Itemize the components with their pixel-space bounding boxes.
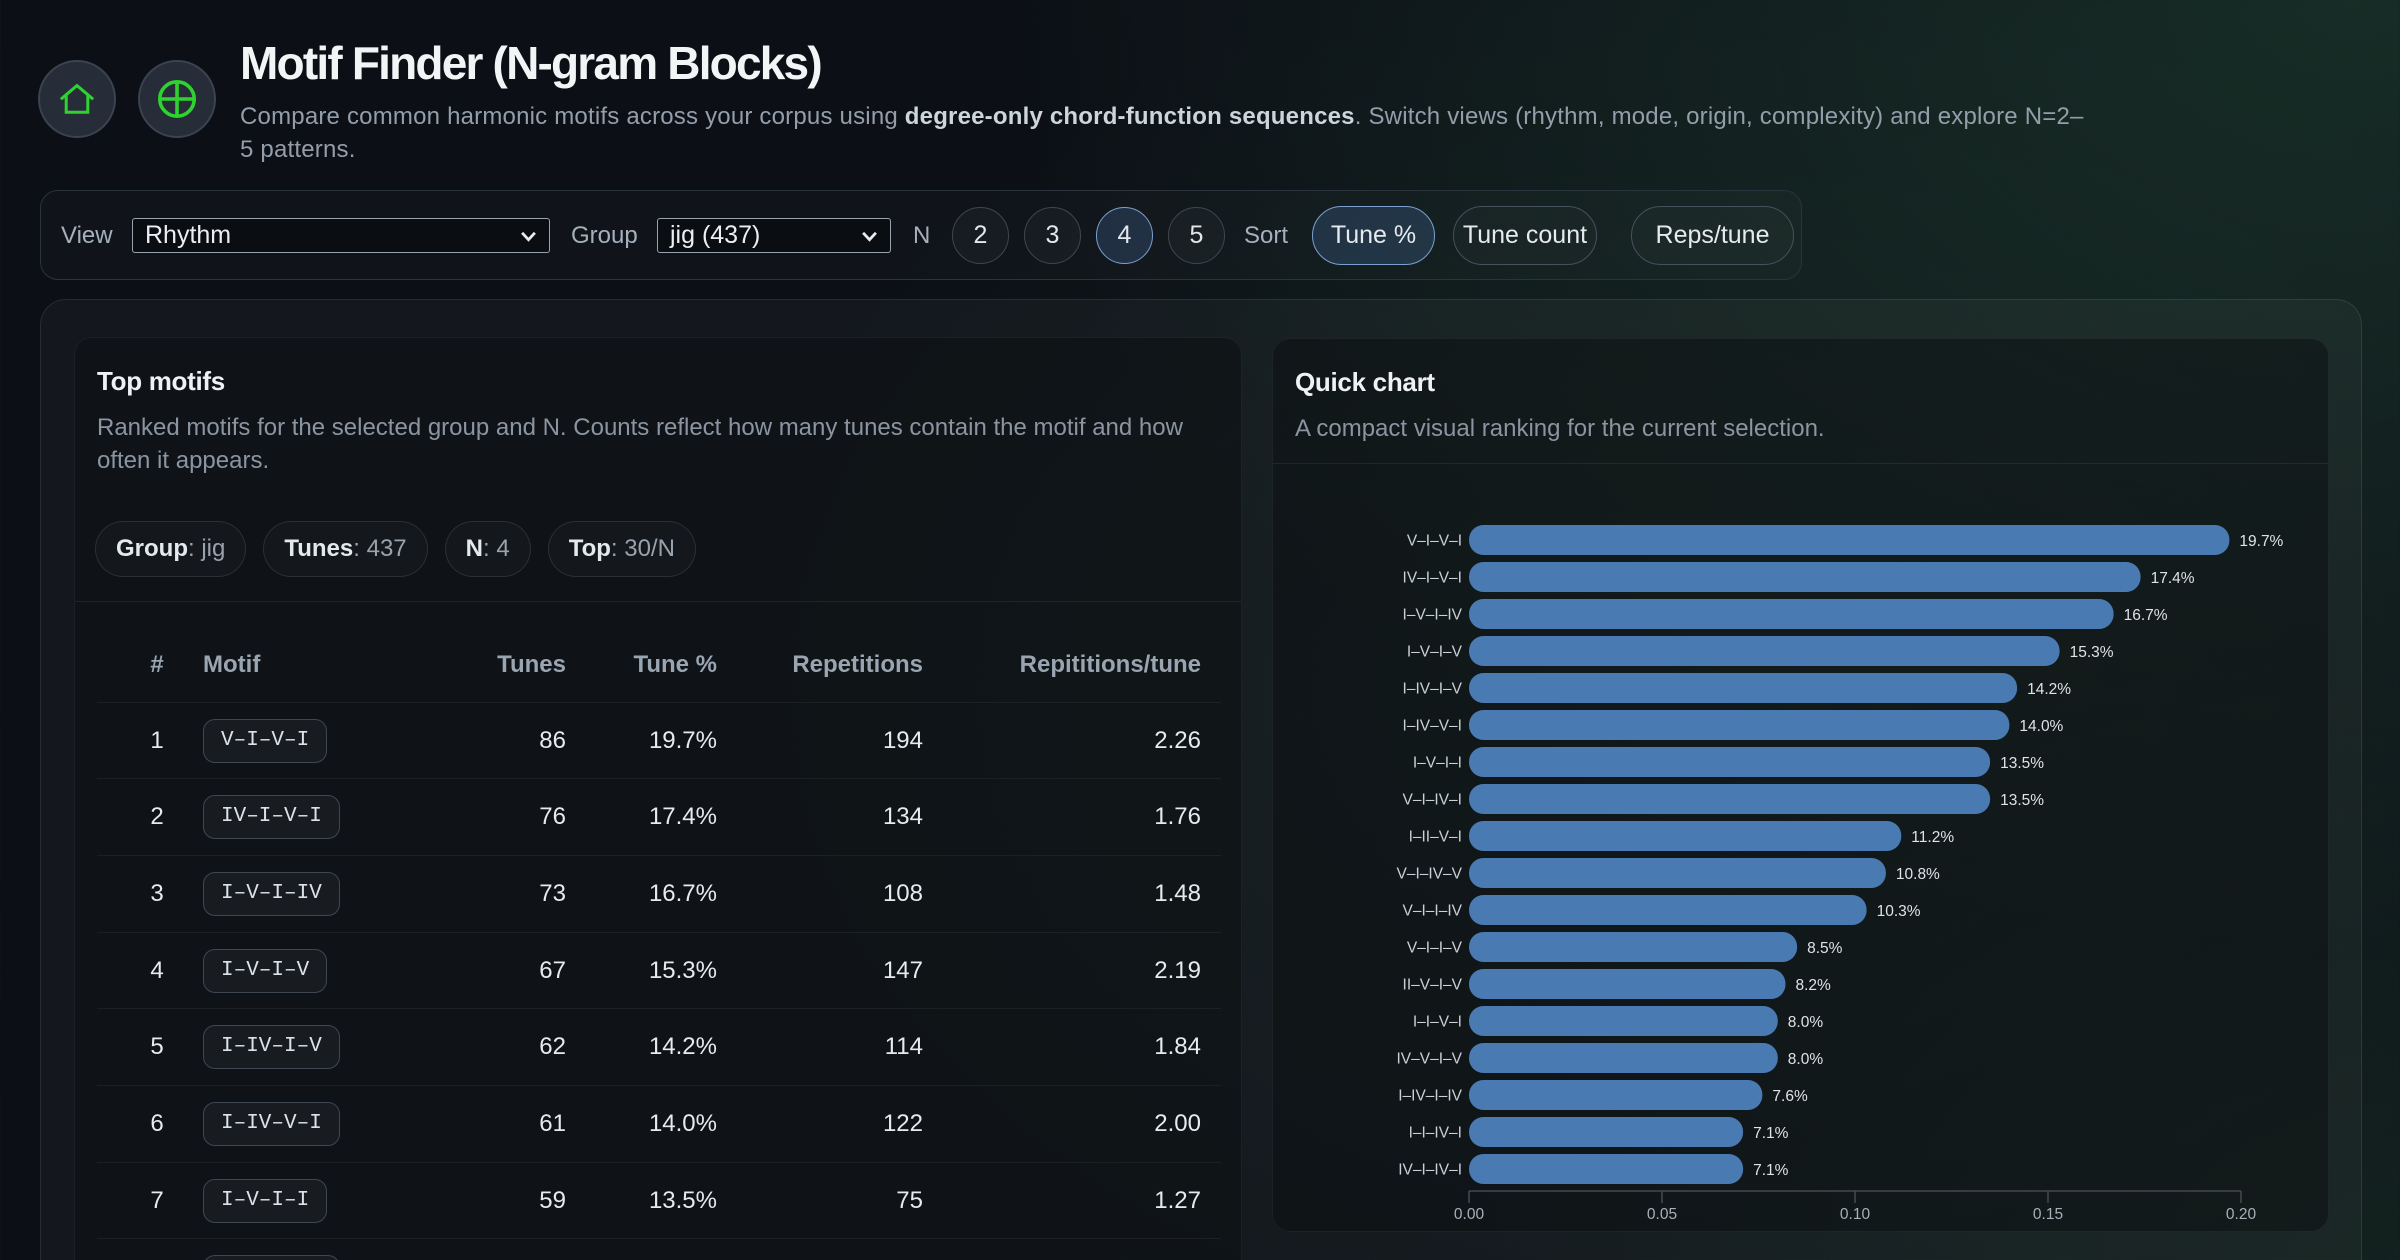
svg-text:IV–I–V–I: IV–I–V–I [1403, 570, 1462, 587]
svg-text:17.4%: 17.4% [2151, 570, 2195, 587]
svg-text:13.5%: 13.5% [2000, 792, 2044, 809]
svg-text:10.3%: 10.3% [1877, 903, 1921, 920]
svg-text:0.20: 0.20 [2226, 1206, 2257, 1223]
svg-text:I–IV–I–IV: I–IV–I–IV [1398, 1088, 1462, 1105]
svg-text:0.10: 0.10 [1840, 1206, 1871, 1223]
svg-text:IV–I–IV–I: IV–I–IV–I [1398, 1162, 1462, 1179]
svg-text:14.2%: 14.2% [2027, 681, 2071, 698]
svg-text:8.0%: 8.0% [1788, 1014, 1824, 1031]
svg-text:11.2%: 11.2% [1911, 829, 1954, 846]
svg-text:I–V–I–IV: I–V–I–IV [1403, 607, 1463, 624]
svg-text:7.1%: 7.1% [1753, 1125, 1789, 1142]
svg-text:I–IV–V–I: I–IV–V–I [1403, 718, 1462, 735]
svg-text:15.3%: 15.3% [2070, 644, 2114, 661]
svg-text:8.5%: 8.5% [1807, 940, 1843, 957]
svg-text:I–V–I–I: I–V–I–I [1413, 755, 1462, 772]
svg-text:I–II–V–I: I–II–V–I [1409, 829, 1462, 846]
svg-text:I–IV–I–V: I–IV–I–V [1403, 681, 1463, 698]
svg-text:14.0%: 14.0% [2019, 718, 2063, 735]
svg-text:13.5%: 13.5% [2000, 755, 2044, 772]
svg-text:0.05: 0.05 [1647, 1206, 1677, 1223]
svg-text:V–I–I–IV: V–I–I–IV [1403, 903, 1463, 920]
svg-text:II–V–I–V: II–V–I–V [1403, 977, 1463, 994]
svg-text:8.2%: 8.2% [1796, 977, 1832, 994]
svg-text:8.0%: 8.0% [1788, 1051, 1824, 1068]
svg-text:I–I–IV–I: I–I–IV–I [1409, 1125, 1462, 1142]
svg-text:7.6%: 7.6% [1772, 1088, 1808, 1105]
svg-text:0.00: 0.00 [1454, 1206, 1485, 1223]
svg-text:16.7%: 16.7% [2124, 607, 2168, 624]
svg-text:7.1%: 7.1% [1753, 1162, 1789, 1179]
svg-text:19.7%: 19.7% [2239, 533, 2283, 550]
svg-text:10.8%: 10.8% [1896, 866, 1940, 883]
svg-text:V–I–IV–V: V–I–IV–V [1397, 866, 1463, 883]
svg-text:V–I–IV–I: V–I–IV–I [1403, 792, 1462, 809]
svg-text:I–I–V–I: I–I–V–I [1413, 1014, 1462, 1031]
svg-text:0.15: 0.15 [2033, 1206, 2063, 1223]
svg-text:I–V–I–V: I–V–I–V [1407, 644, 1463, 661]
svg-text:V–I–I–V: V–I–I–V [1407, 940, 1463, 957]
svg-text:IV–V–I–V: IV–V–I–V [1397, 1051, 1463, 1068]
svg-text:V–I–V–I: V–I–V–I [1407, 533, 1462, 550]
